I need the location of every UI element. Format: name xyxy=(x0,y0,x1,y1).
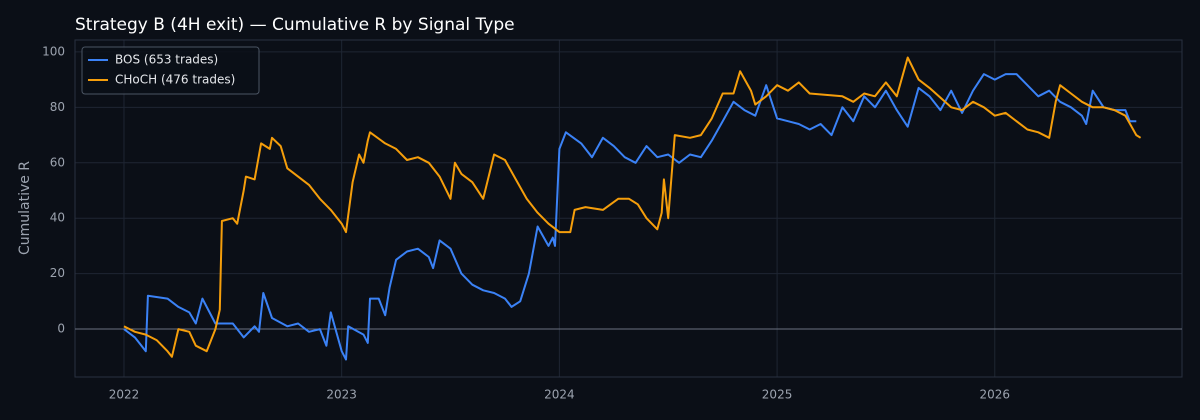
y-tick-label: 80 xyxy=(50,100,65,114)
y-tick-label: 40 xyxy=(50,211,65,225)
y-tick-label: 100 xyxy=(42,44,65,58)
series-line xyxy=(123,56,1142,358)
x-tick-label: 2022 xyxy=(109,388,140,402)
legend-box xyxy=(81,46,260,95)
y-axis-label: Cumulative R xyxy=(17,161,33,255)
legend-label: BOS (653 trades) xyxy=(115,53,218,67)
chart-title: Strategy B (4H exit) — Cumulative R by S… xyxy=(75,15,515,35)
x-tick-label: 2025 xyxy=(762,388,793,402)
x-tick-label: 2023 xyxy=(326,388,357,402)
x-tick-label: 2026 xyxy=(980,388,1011,402)
y-tick-label: 0 xyxy=(57,322,65,336)
y-tick-label: 20 xyxy=(50,266,65,280)
series-line xyxy=(123,73,1137,361)
x-tick-label: 2024 xyxy=(544,388,575,402)
legend-label: CHoCH (476 trades) xyxy=(115,73,235,87)
plot-frame xyxy=(74,39,1183,378)
y-tick-label: 60 xyxy=(50,155,65,169)
